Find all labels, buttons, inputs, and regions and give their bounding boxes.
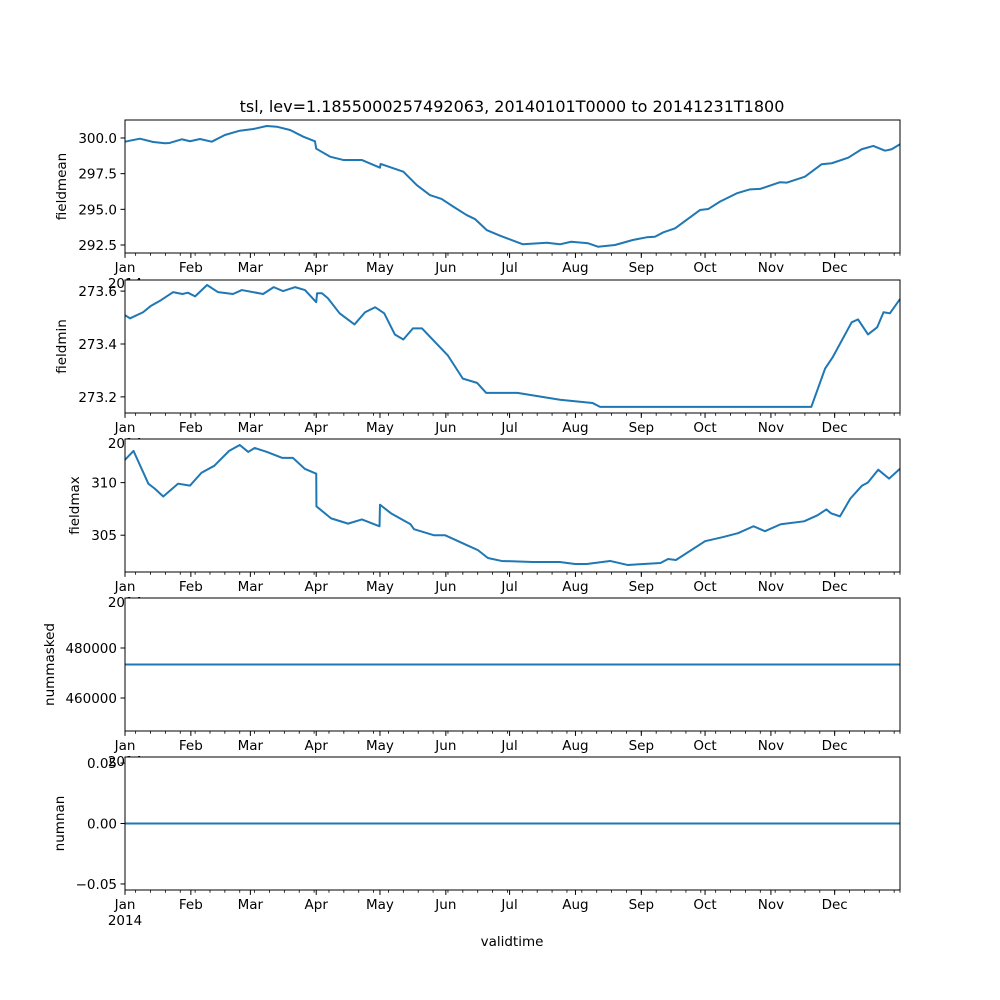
y-tick-label: 273.6 xyxy=(78,284,117,300)
axes-frame xyxy=(124,597,901,732)
x-tick-label: Jul xyxy=(500,260,517,276)
axes-frame xyxy=(124,119,901,254)
x-tick-label: Jun xyxy=(434,579,456,595)
x-tick-label: Jul xyxy=(500,579,517,595)
x-tick-label: May xyxy=(366,260,394,276)
x-tick-label: Feb xyxy=(179,420,203,436)
y-tick-label: 460000 xyxy=(65,691,117,707)
plot-area-background xyxy=(125,280,900,413)
x-tick-label: Oct xyxy=(693,897,716,913)
x-tick-label: Mar xyxy=(238,897,264,913)
x-tick-label: Aug xyxy=(562,738,588,754)
x-tick-label: Sep xyxy=(629,260,654,276)
axes-panel-fieldmax: 305 310 fieldmax Jan Feb Mar Apr May Jun Jul Aug Se… xyxy=(67,438,901,611)
x-tick-label: Mar xyxy=(238,579,264,595)
x-tick-label: Oct xyxy=(693,738,716,754)
x-tick-label: Jan xyxy=(114,897,136,913)
x-tick-label: May xyxy=(366,579,394,595)
axes-panel-nummasked: 460000 480000 nummasked Jan Feb Mar Apr May Jun J… xyxy=(42,597,901,770)
x-tick-label: Feb xyxy=(179,897,203,913)
series-line-fieldmax xyxy=(124,443,901,566)
x-tick-label: Sep xyxy=(629,738,654,754)
x-tick-label: Oct xyxy=(693,579,716,595)
x-axis-label: validtime xyxy=(481,934,544,950)
y-tick-label: 297.5 xyxy=(78,167,117,183)
x-tick-label: Jun xyxy=(434,420,456,436)
x-tick-label: Jan xyxy=(114,738,136,754)
x-tick-label: Nov xyxy=(758,897,784,913)
chart-title: tsl, lev=1.1855000257492063, 20140101T00… xyxy=(240,97,785,116)
y-tick-label: 300.0 xyxy=(78,131,117,147)
axes-panel-numnan: −0.05 0.00 0.05 numnan Jan Feb Mar Apr May Jun Jul… xyxy=(52,756,901,929)
x-tick-label: Jul xyxy=(500,420,517,436)
x-tick-label: Dec xyxy=(822,420,848,436)
x-tick-label: May xyxy=(366,738,394,754)
x-tick-label: Jan xyxy=(114,579,136,595)
x-tick-label: Jul xyxy=(500,738,517,754)
y-axis-label: numnan xyxy=(52,796,68,852)
x-tick-label: Jan xyxy=(114,260,136,276)
x-tick-label: Nov xyxy=(758,260,784,276)
x-tick-label: Feb xyxy=(179,260,203,276)
x-tick-label: Apr xyxy=(305,260,329,276)
y-axis-label: fieldmean xyxy=(54,153,70,220)
plot-area-background xyxy=(125,120,900,253)
x-tick-label: Nov xyxy=(758,420,784,436)
x-tick-label: Apr xyxy=(305,897,329,913)
axes-frame xyxy=(124,279,901,414)
series-line-fieldmin xyxy=(124,284,901,408)
x-tick-label: Aug xyxy=(562,579,588,595)
series-line-fieldmean xyxy=(124,124,901,248)
x-tick-label: Jun xyxy=(434,897,456,913)
x-tick-label: Jan xyxy=(114,420,136,436)
x-tick-label: Nov xyxy=(758,579,784,595)
x-tick-label: Dec xyxy=(822,738,848,754)
axes-frame xyxy=(124,438,901,573)
x-tick-label: Jun xyxy=(434,260,456,276)
x-tick-label: Sep xyxy=(629,420,654,436)
axes-panel-fieldmean: 292.5 295.0 297.5 300.0 fieldmean Jan Feb Mar Ap… xyxy=(54,119,901,292)
x-tick-label: Mar xyxy=(238,260,264,276)
x-tick-label: Mar xyxy=(238,420,264,436)
y-tick-label: 0.00 xyxy=(87,817,117,833)
x-tick-label: Sep xyxy=(629,897,654,913)
x-tick-label: Oct xyxy=(693,260,716,276)
x-tick-label: Mar xyxy=(238,738,264,754)
y-tick-label: 295.0 xyxy=(78,202,117,218)
x-tick-label: Jul xyxy=(500,897,517,913)
y-axis-label: fieldmax xyxy=(67,476,83,535)
y-tick-label: 292.5 xyxy=(78,238,117,254)
y-axis-label: fieldmin xyxy=(54,319,70,374)
y-tick-label: 310 xyxy=(91,476,117,492)
x-tick-label: May xyxy=(366,897,394,913)
x-tick-label: Aug xyxy=(562,260,588,276)
x-tick-label: Dec xyxy=(822,260,848,276)
axes-group: 292.5 295.0 297.5 300.0 fieldmean Jan Feb Mar Ap… xyxy=(42,119,901,929)
y-tick-label: 273.4 xyxy=(78,337,117,353)
y-tick-label: 273.2 xyxy=(78,390,117,406)
x-tick-label: Nov xyxy=(758,738,784,754)
x-tick-label: Dec xyxy=(822,579,848,595)
x-tick-label: Feb xyxy=(179,738,203,754)
x-tick-label: May xyxy=(366,420,394,436)
x-tick-label: Aug xyxy=(562,897,588,913)
y-tick-label: 480000 xyxy=(65,641,117,657)
y-tick-label: 0.05 xyxy=(87,756,117,772)
x-tick-label: Apr xyxy=(305,738,329,754)
y-axis-label: nummasked xyxy=(42,623,58,706)
x-tick-label: Aug xyxy=(562,420,588,436)
x-tick-label: Sep xyxy=(629,579,654,595)
x-year-label: 2014 xyxy=(108,913,142,929)
x-tick-label: Oct xyxy=(693,420,716,436)
x-tick-label: Apr xyxy=(305,579,329,595)
x-tick-label: Dec xyxy=(822,897,848,913)
x-tick-label: Jun xyxy=(434,738,456,754)
x-tick-label: Apr xyxy=(305,420,329,436)
plot-area-background xyxy=(125,439,900,572)
x-tick-label: Feb xyxy=(179,579,203,595)
axes-panel-fieldmin: 273.2 273.4 273.6 fieldmin Jan Feb Mar Apr May Ju… xyxy=(54,279,901,452)
y-tick-label: −0.05 xyxy=(76,877,117,893)
y-tick-label: 305 xyxy=(91,528,117,544)
